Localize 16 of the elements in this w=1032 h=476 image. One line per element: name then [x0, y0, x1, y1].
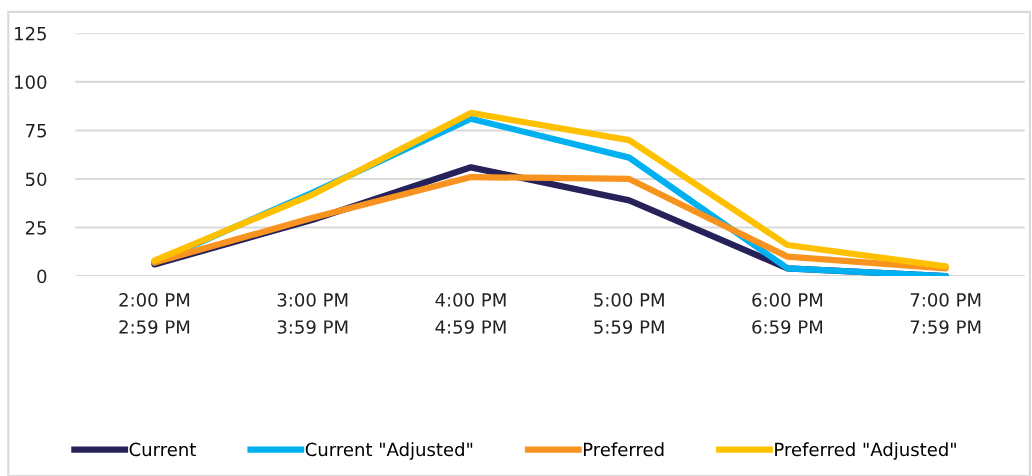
legend-label: Current — [129, 442, 196, 457]
y-tick-label: 125 — [15, 26, 46, 41]
y-tick-label: 100 — [15, 75, 47, 89]
legend-label: Current "Adjusted" — [305, 442, 473, 460]
y-tick-label: 0 — [37, 269, 47, 284]
legend-label: Preferred "Adjusted" — [775, 442, 956, 460]
y-tick-label: 25 — [25, 220, 46, 235]
x-tick-label: 6:00 PM 6:59 PM — [752, 293, 823, 334]
x-tick-label: 7:00 PM 7:59 PM — [910, 293, 981, 334]
y-tick-label: 75 — [26, 124, 46, 138]
x-tick-label: 3:00 PM 3:59 PM — [277, 293, 348, 334]
x-tick-label: 2:00 PM 2:59 PM — [119, 293, 190, 334]
legend-label: Preferred — [583, 442, 664, 457]
x-tick-label: 4:00 PM 4:59 PM — [435, 293, 506, 334]
y-tick-label: 50 — [25, 172, 47, 187]
x-tick-label: 5:00 PM 5:59 PM — [594, 293, 664, 334]
